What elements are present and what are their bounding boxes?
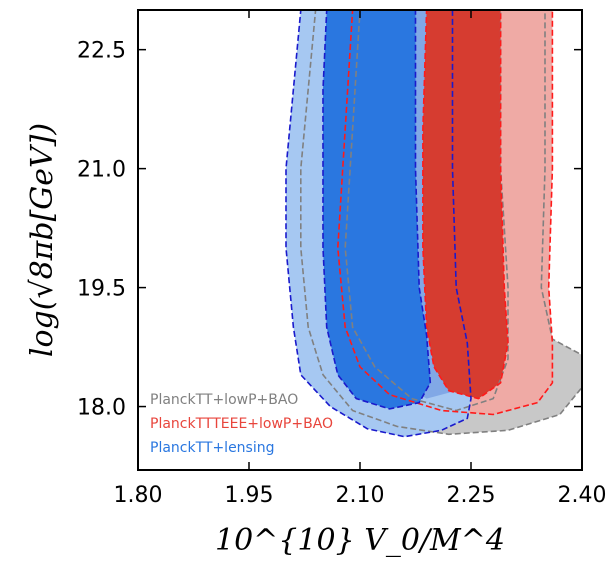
x-axis-ticks: 1.80 1.95 2.10 2.25 2.40 bbox=[114, 10, 607, 508]
legend-entry: PlanckTT+lensing bbox=[150, 440, 275, 456]
blue-68-fill bbox=[323, 10, 431, 409]
legend: PlanckTT+lowP+BAO PlanckTTTEEE+lowP+BAO Pl… bbox=[150, 392, 333, 456]
legend-entry: PlanckTT+lowP+BAO bbox=[150, 392, 298, 408]
y-tick-label: 21.0 bbox=[77, 158, 126, 183]
x-tick-label: 1.95 bbox=[225, 483, 274, 508]
x-tick-label: 1.80 bbox=[114, 483, 163, 508]
red-95-line bbox=[337, 10, 554, 416]
legend-entry: PlanckTTTEEE+lowP+BAO bbox=[150, 416, 333, 432]
y-axis-ticks: 18.0 19.5 21.0 22.5 bbox=[77, 39, 582, 421]
blue-95-line bbox=[285, 10, 472, 438]
x-tick-label: 2.25 bbox=[447, 483, 496, 508]
x-tick-label: 2.40 bbox=[558, 483, 607, 508]
y-tick-label: 19.5 bbox=[77, 277, 126, 302]
x-axis-label: 10^{10} V_0/M^4 bbox=[215, 523, 505, 558]
gray-95-line bbox=[300, 10, 582, 436]
red-68-line bbox=[422, 10, 509, 400]
blue-68-line bbox=[322, 10, 432, 410]
y-tick-label: 22.5 bbox=[77, 39, 126, 64]
contour-layer bbox=[285, 10, 582, 438]
red-68-fill bbox=[422, 10, 508, 399]
y-axis-label: log(√8πb[GeV]) bbox=[25, 123, 60, 357]
x-tick-label: 2.10 bbox=[336, 483, 385, 508]
y-tick-label: 18.0 bbox=[77, 396, 126, 421]
